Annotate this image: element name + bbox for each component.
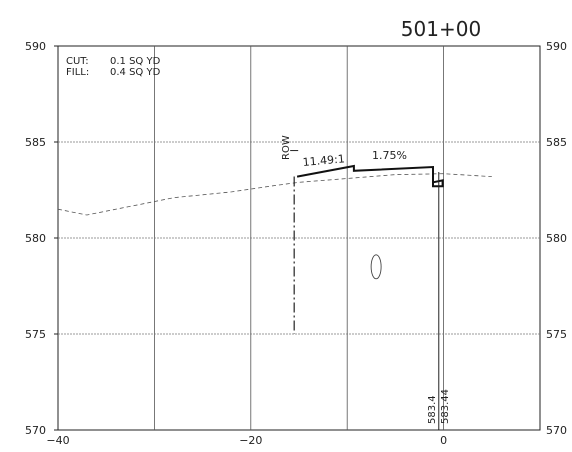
- station-title: 501+00: [401, 17, 481, 41]
- row-label: ROW: [281, 135, 292, 160]
- proposed-profile-line: [296, 164, 444, 188]
- cut-label: CUT:: [66, 56, 89, 67]
- y-tick-label-left: 570: [25, 424, 46, 437]
- y-tick-label-right: 585: [546, 136, 567, 149]
- slope-ratio-label: 11.49:1: [302, 152, 345, 169]
- cut-value: 0.1 SQ YD: [110, 56, 161, 67]
- x-tick-label: −40: [46, 434, 69, 447]
- y-tick-label-left: 580: [25, 232, 46, 245]
- fill-label: FILL:: [66, 67, 89, 78]
- elevation-proposed-label: 583.44: [440, 389, 451, 424]
- y-tick-label-left: 585: [25, 136, 46, 149]
- elevation-existing-label: 583.4: [427, 395, 438, 424]
- y-tick-label-right: 570: [546, 424, 567, 437]
- ellipse-mark: [370, 254, 382, 280]
- y-tick-label-right: 590: [546, 40, 567, 53]
- y-tick-label-right: 580: [546, 232, 567, 245]
- cross-slope-label: 1.75%: [372, 149, 407, 162]
- y-tick-label-left: 590: [25, 40, 46, 53]
- fill-value: 0.4 SQ YD: [110, 67, 161, 78]
- existing-ground-line: [57, 173, 492, 216]
- x-tick-label: −20: [239, 434, 262, 447]
- y-tick-label-right: 575: [546, 328, 567, 341]
- x-tick-label: 0: [440, 434, 447, 447]
- y-tick-label-left: 575: [25, 328, 46, 341]
